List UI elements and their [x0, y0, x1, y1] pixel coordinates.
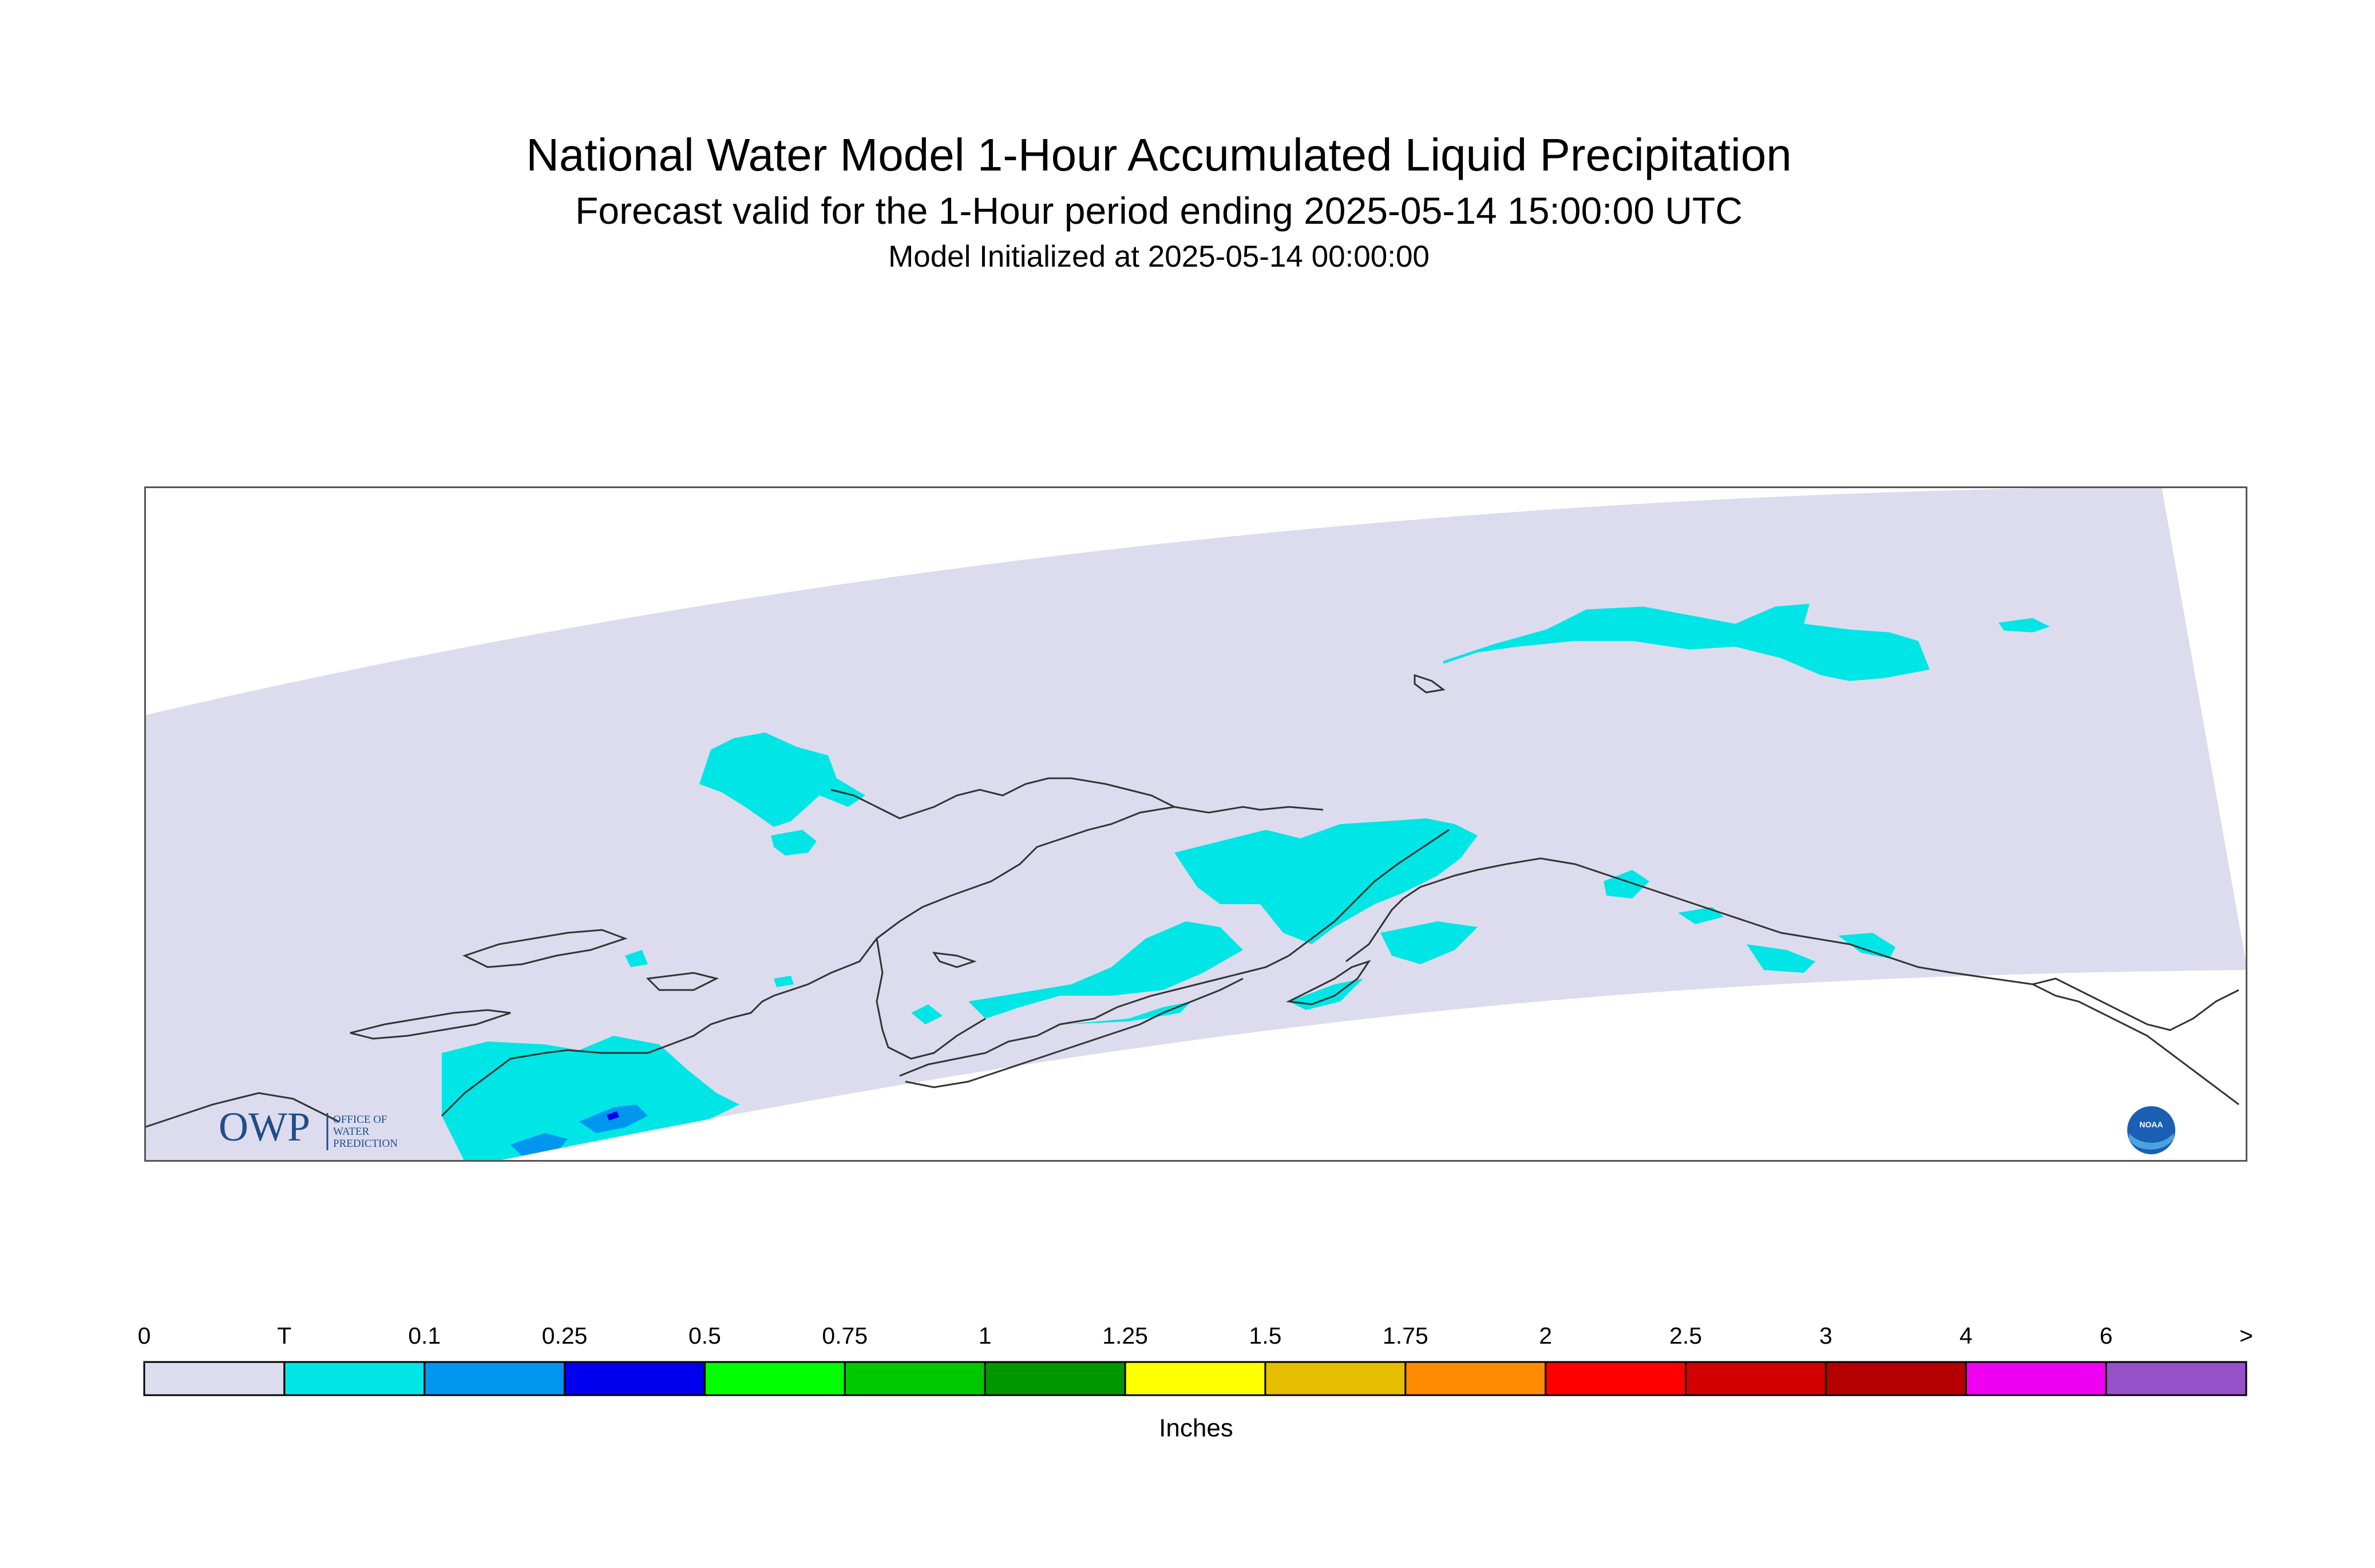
legend-tick-label: 1.5 — [1249, 1322, 1281, 1349]
precip-trace-southcentral — [1174, 818, 1478, 944]
coastline-st-lawrence — [462, 929, 628, 968]
legend-tick-label: 6 — [2100, 1322, 2113, 1349]
legend-swatch — [1545, 1361, 1687, 1396]
legend-color-bar — [143, 1361, 2247, 1396]
precip-trace-alaska-range — [1380, 921, 1478, 964]
legend-tick-label: 3 — [1819, 1322, 1832, 1349]
legend-swatch — [844, 1361, 986, 1396]
legend-unit-label: Inches — [1159, 1414, 1233, 1442]
legend-tick-label: 0.5 — [688, 1322, 721, 1349]
legend-swatch — [564, 1361, 706, 1396]
coastline-cook-inlet — [1288, 829, 1450, 957]
legend-tick-label: 1 — [979, 1322, 992, 1349]
map-frame — [144, 486, 2247, 1162]
owp-logo-mark: OWP — [219, 1104, 310, 1150]
legend-swatch — [423, 1361, 566, 1396]
coastline-peninsula — [905, 977, 1244, 1088]
precip-trace-peninsula — [968, 921, 1243, 1019]
legend-tick-label: 1.75 — [1383, 1322, 1428, 1349]
coastlines — [144, 674, 2239, 1129]
owp-logo: OWP OFFICE OF WATER PREDICTION — [219, 1104, 398, 1150]
coastline-chukotka — [350, 1009, 511, 1040]
legend-swatch — [1824, 1361, 1967, 1396]
coastline-lake — [932, 952, 977, 968]
legend-swatch — [143, 1361, 286, 1396]
precip-areas — [442, 604, 2050, 1162]
noaa-logo-text: NOAA — [2139, 1120, 2163, 1129]
page-title: National Water Model 1-Hour Accumulated … — [526, 129, 1792, 180]
precip-trace-gulf-2 — [1678, 907, 1724, 924]
precip-trace-peninsula-2 — [1066, 1001, 1192, 1024]
coastline-southeast — [2032, 977, 2239, 1031]
legend-swatch — [1404, 1361, 1547, 1396]
legend-swatch — [1685, 1361, 1827, 1396]
legend-tick-labels: 0 T 0.1 0.25 0.5 0.75 1 1.25 1.5 1.75 2 2.5 3 4 6 > — [138, 1322, 2253, 1349]
noaa-logo-icon: NOAA — [2127, 1106, 2175, 1154]
coastline-kuskokwim — [876, 938, 986, 1060]
coastline-north-lake — [1414, 674, 1446, 694]
model-domain — [144, 486, 2247, 1162]
legend-swatch — [1264, 1361, 1407, 1396]
precipitation-map: OWP OFFICE OF WATER PREDICTION NOAA — [144, 486, 2247, 1162]
legend-tick-label: 0.75 — [822, 1322, 868, 1349]
precip-trace-west-coast — [625, 950, 648, 967]
owp-logo-line-1: OFFICE OF — [333, 1114, 387, 1126]
coastline-bristol-bay — [899, 955, 1289, 1077]
legend-tick-label: 0.25 — [542, 1322, 588, 1349]
legend-tick-label: 1.25 — [1102, 1322, 1148, 1349]
coastline-far-west — [144, 1092, 339, 1129]
coastline-seward-peninsula — [830, 777, 1175, 819]
precip-trace-ne-gulf — [1838, 933, 1895, 959]
coastline-nunivak — [646, 972, 719, 991]
coastline-gulf — [1506, 857, 2033, 985]
precip-trace-north — [1443, 604, 1930, 681]
precip-trace-gulf-3 — [1747, 944, 1815, 973]
legend-swatch — [2105, 1361, 2247, 1396]
precip-trace-west-sea — [699, 732, 865, 827]
model-initialized-label: Model Initialized at 2025-05-14 00:00:00 — [888, 240, 1430, 274]
legend-tick-label: 0.1 — [408, 1322, 441, 1349]
legend-swatch — [703, 1361, 846, 1396]
legend-swatch — [984, 1361, 1126, 1396]
legend-tick-label: 2.5 — [1669, 1322, 1702, 1349]
legend-tick-label: 0 — [138, 1322, 151, 1349]
coastline-kenai — [1345, 863, 1507, 963]
precip-trace-bristol — [911, 1004, 943, 1024]
coastline-canada — [2032, 983, 2239, 1106]
owp-logo-line-2: WATER — [333, 1126, 370, 1138]
forecast-valid-subtitle: Forecast valid for the 1-Hour period end… — [575, 189, 1743, 232]
precip-trace-north-e — [1998, 618, 2050, 632]
legend-tick-label: > — [2239, 1322, 2253, 1349]
legend-swatch — [283, 1361, 426, 1396]
legend-tick-label: 2 — [1539, 1322, 1552, 1349]
precip-trace-west-sea-2 — [771, 830, 817, 856]
coastline-mainland-west — [441, 806, 1324, 1117]
noaa-logo-wave — [2129, 1133, 2174, 1150]
legend-tick-label: T — [277, 1322, 291, 1349]
legend-swatch — [1965, 1361, 2107, 1396]
owp-logo-line-3: PREDICTION — [333, 1138, 398, 1150]
precip-trace-kenai — [1289, 979, 1363, 1010]
coastline-kodiak — [1285, 960, 1371, 1005]
legend-tick-label: 4 — [1960, 1322, 1973, 1349]
legend-swatch — [1124, 1361, 1266, 1396]
precip-trace-west-coast-2 — [774, 976, 794, 987]
precip-0-25-aleutian — [607, 1111, 619, 1120]
